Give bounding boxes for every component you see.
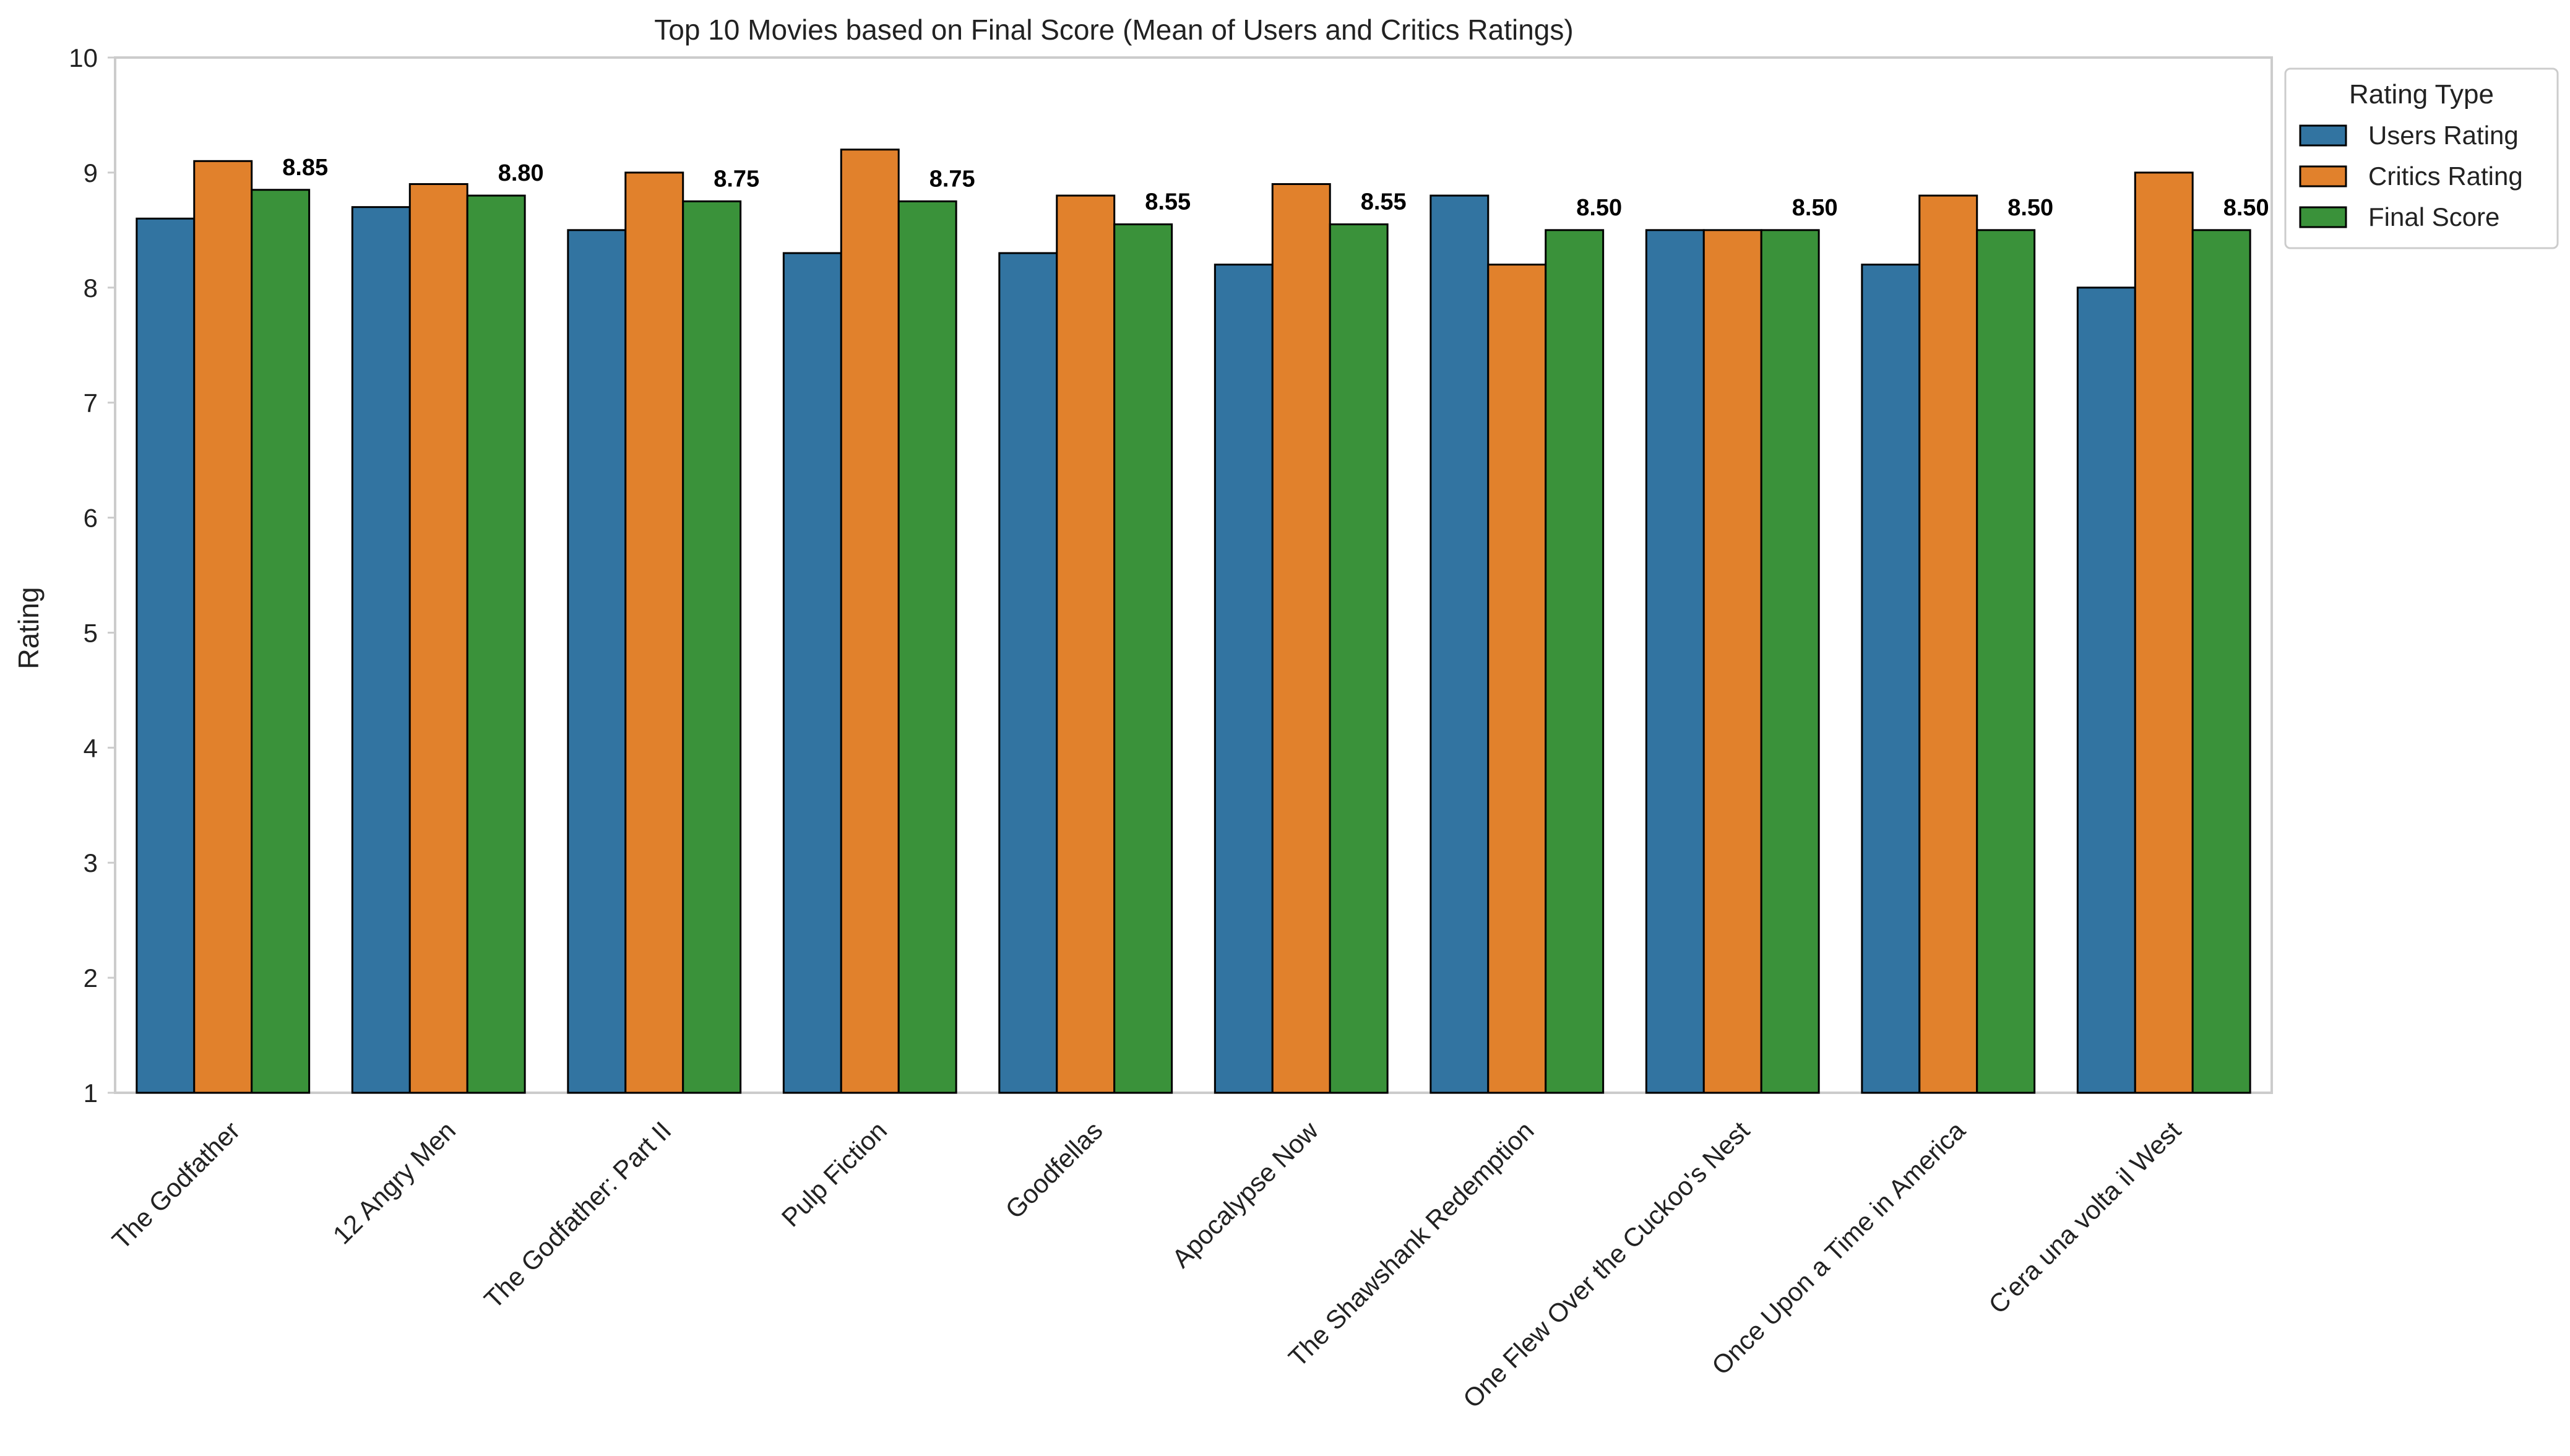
bar-users-rating	[782, 252, 842, 1094]
bar-users-rating	[136, 217, 196, 1094]
legend-swatch-final-score	[2299, 206, 2347, 228]
x-tick-label: Apocalypse Now	[1166, 1116, 1324, 1273]
bar-users-rating	[1214, 264, 1274, 1094]
data-label: 8.50	[1792, 195, 1838, 221]
y-axis-label: Rating	[12, 587, 45, 670]
data-label: 8.55	[1361, 189, 1407, 215]
bar-critics-rating	[1487, 264, 1547, 1094]
y-tick-label: 1	[84, 1079, 98, 1108]
bar-critics-rating	[1271, 183, 1331, 1094]
x-tick-label: Goodfellas	[999, 1116, 1108, 1224]
data-label: 8.50	[1576, 195, 1622, 221]
data-label: 8.80	[498, 160, 544, 186]
bar-final-score	[1329, 223, 1389, 1094]
y-tick-label: 3	[84, 848, 98, 877]
y-tick-label: 7	[84, 389, 98, 418]
bar-critics-rating	[624, 171, 684, 1094]
data-label: 8.50	[2007, 195, 2053, 221]
x-tick-label: Once Upon a Time in America	[1706, 1116, 1971, 1381]
x-tick-label: C'era una volta il West	[1983, 1116, 2186, 1319]
y-tick-label: 2	[84, 963, 98, 993]
bar-users-rating	[1429, 194, 1490, 1094]
bar-final-score	[1760, 229, 1820, 1094]
legend-box	[2284, 67, 2559, 249]
y-tick-label: 6	[84, 504, 98, 533]
data-label: 8.50	[2223, 195, 2269, 221]
bar-final-score	[682, 200, 742, 1094]
bar-critics-rating	[1918, 194, 1978, 1094]
bar-critics-rating	[1702, 229, 1762, 1094]
bar-critics-rating	[840, 149, 900, 1094]
bar-critics-rating	[408, 183, 468, 1094]
bar-final-score	[466, 194, 526, 1094]
bar-critics-rating	[2134, 171, 2194, 1094]
legend-title: Rating Type	[2349, 79, 2494, 110]
x-tick-label: The Shawshank Redemption	[1283, 1116, 1540, 1372]
bar-users-rating	[351, 206, 411, 1094]
legend-label-final-score: Final Score	[2368, 202, 2499, 231]
data-label: 8.85	[282, 155, 328, 181]
bar-final-score	[1545, 229, 1605, 1094]
bar-final-score	[897, 200, 957, 1094]
y-tick-label: 10	[69, 43, 98, 72]
bar-users-rating	[998, 252, 1058, 1094]
x-tick-label: Pulp Fiction	[776, 1116, 892, 1232]
x-tick-label: The Godfather	[106, 1116, 246, 1255]
legend-label-users-rating: Users Rating	[2368, 121, 2519, 150]
legend: Rating Type Users Rating Critics Rating Fi…	[2284, 67, 2559, 249]
x-tick-label: 12 Angry Men	[327, 1116, 461, 1249]
bar-final-score	[251, 189, 311, 1094]
chart-title: Top 10 Movies based on Final Score (Mean…	[654, 14, 1573, 46]
y-tick-label: 5	[84, 618, 98, 647]
bar-final-score	[2191, 229, 2251, 1094]
bar-users-rating	[1861, 264, 1921, 1094]
bar-critics-rating	[1056, 194, 1116, 1094]
bar-final-score	[1113, 223, 1173, 1094]
bar-users-rating	[567, 229, 627, 1094]
y-tick-label: 9	[84, 158, 98, 187]
bar-users-rating	[1645, 229, 1705, 1094]
bar-users-rating	[2076, 286, 2136, 1094]
legend-label-critics-rating: Critics Rating	[2368, 162, 2523, 191]
bar-final-score	[1976, 229, 2036, 1094]
y-tick-label: 8	[84, 274, 98, 303]
data-label: 8.75	[714, 166, 759, 192]
legend-swatch-users-rating	[2299, 124, 2347, 147]
data-label: 8.55	[1145, 189, 1191, 215]
bar-critics-rating	[193, 160, 253, 1094]
x-tick-label: The Godfather: Part II	[478, 1116, 676, 1314]
legend-swatch-critics-rating	[2299, 165, 2347, 187]
y-tick-label: 4	[84, 733, 98, 762]
data-label: 8.75	[929, 166, 975, 192]
plot-area: 1 2 3 4 5 6 7 8 9 10 8.85 The Godfather 8.80 12 Angry…	[69, 43, 2273, 1413]
